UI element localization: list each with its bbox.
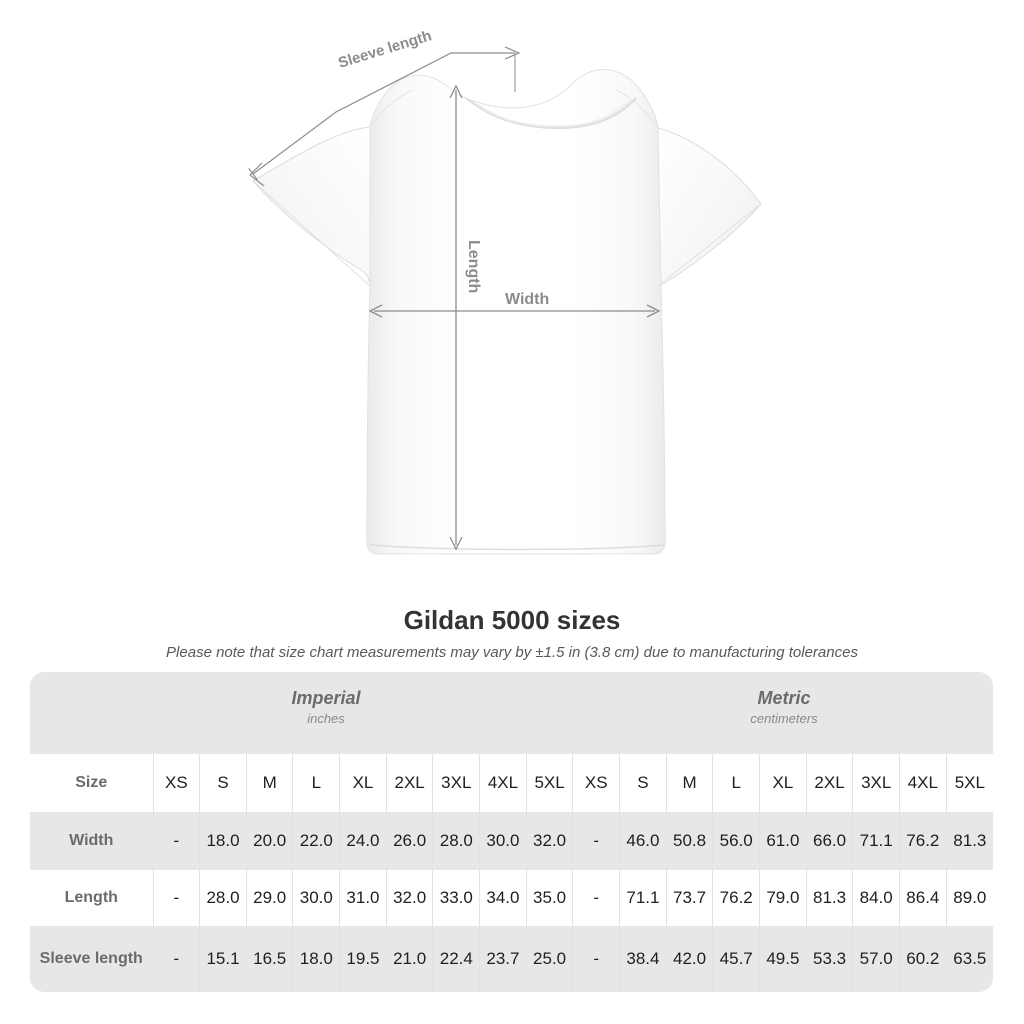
svg-text:Length: Length [465, 240, 482, 293]
svg-text:Sleeve length: Sleeve length [336, 27, 433, 72]
svg-text:Width: Width [505, 291, 549, 308]
